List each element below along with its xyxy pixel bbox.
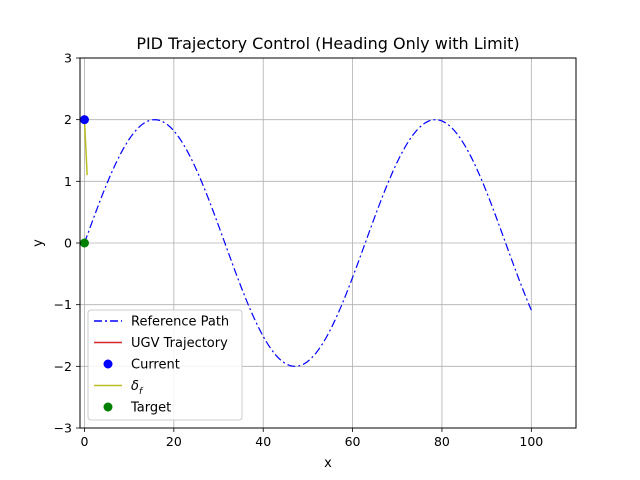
legend-label: Current [131, 358, 180, 373]
y-tick-label: 2 [64, 112, 72, 127]
current-position-point [79, 115, 89, 125]
y-tick-label: −3 [54, 421, 72, 436]
steering-angle-line [83, 119, 88, 176]
x-tick-label: 40 [255, 434, 271, 449]
x-axis-label: x [324, 456, 332, 471]
y-tick-label: 3 [64, 51, 72, 66]
legend-label: δf [131, 379, 144, 397]
target-point [79, 238, 89, 248]
reference-path-line [83, 119, 532, 367]
y-tick-label: 0 [64, 236, 72, 251]
legend-box [87, 309, 243, 421]
legend-label: UGV Trajectory [131, 336, 228, 351]
x-tick-label: 20 [166, 434, 182, 449]
x-tick-label: 80 [434, 434, 450, 449]
ticks: 0 20 40 60 80 100 −3 −2 −1 0 1 2 3 [54, 51, 544, 450]
y-tick-label: −1 [54, 297, 72, 312]
legend-swatch-marker [103, 359, 113, 369]
series-layer [79, 115, 532, 367]
x-tick-label: 0 [80, 434, 88, 449]
y-axis-label: y [31, 239, 46, 247]
x-tick-label: 100 [519, 434, 543, 449]
legend-label: Target [130, 401, 171, 416]
chart-title: PID Trajectory Control (Heading Only wit… [136, 34, 519, 53]
y-tick-label: −2 [54, 359, 72, 374]
legend-label: Reference Path [131, 315, 229, 330]
legend: Reference Path UGV Trajectory Current δf Tar… [87, 309, 243, 421]
y-tick-label: 1 [64, 174, 72, 189]
x-tick-label: 60 [345, 434, 361, 449]
legend-swatch-marker [103, 402, 113, 412]
